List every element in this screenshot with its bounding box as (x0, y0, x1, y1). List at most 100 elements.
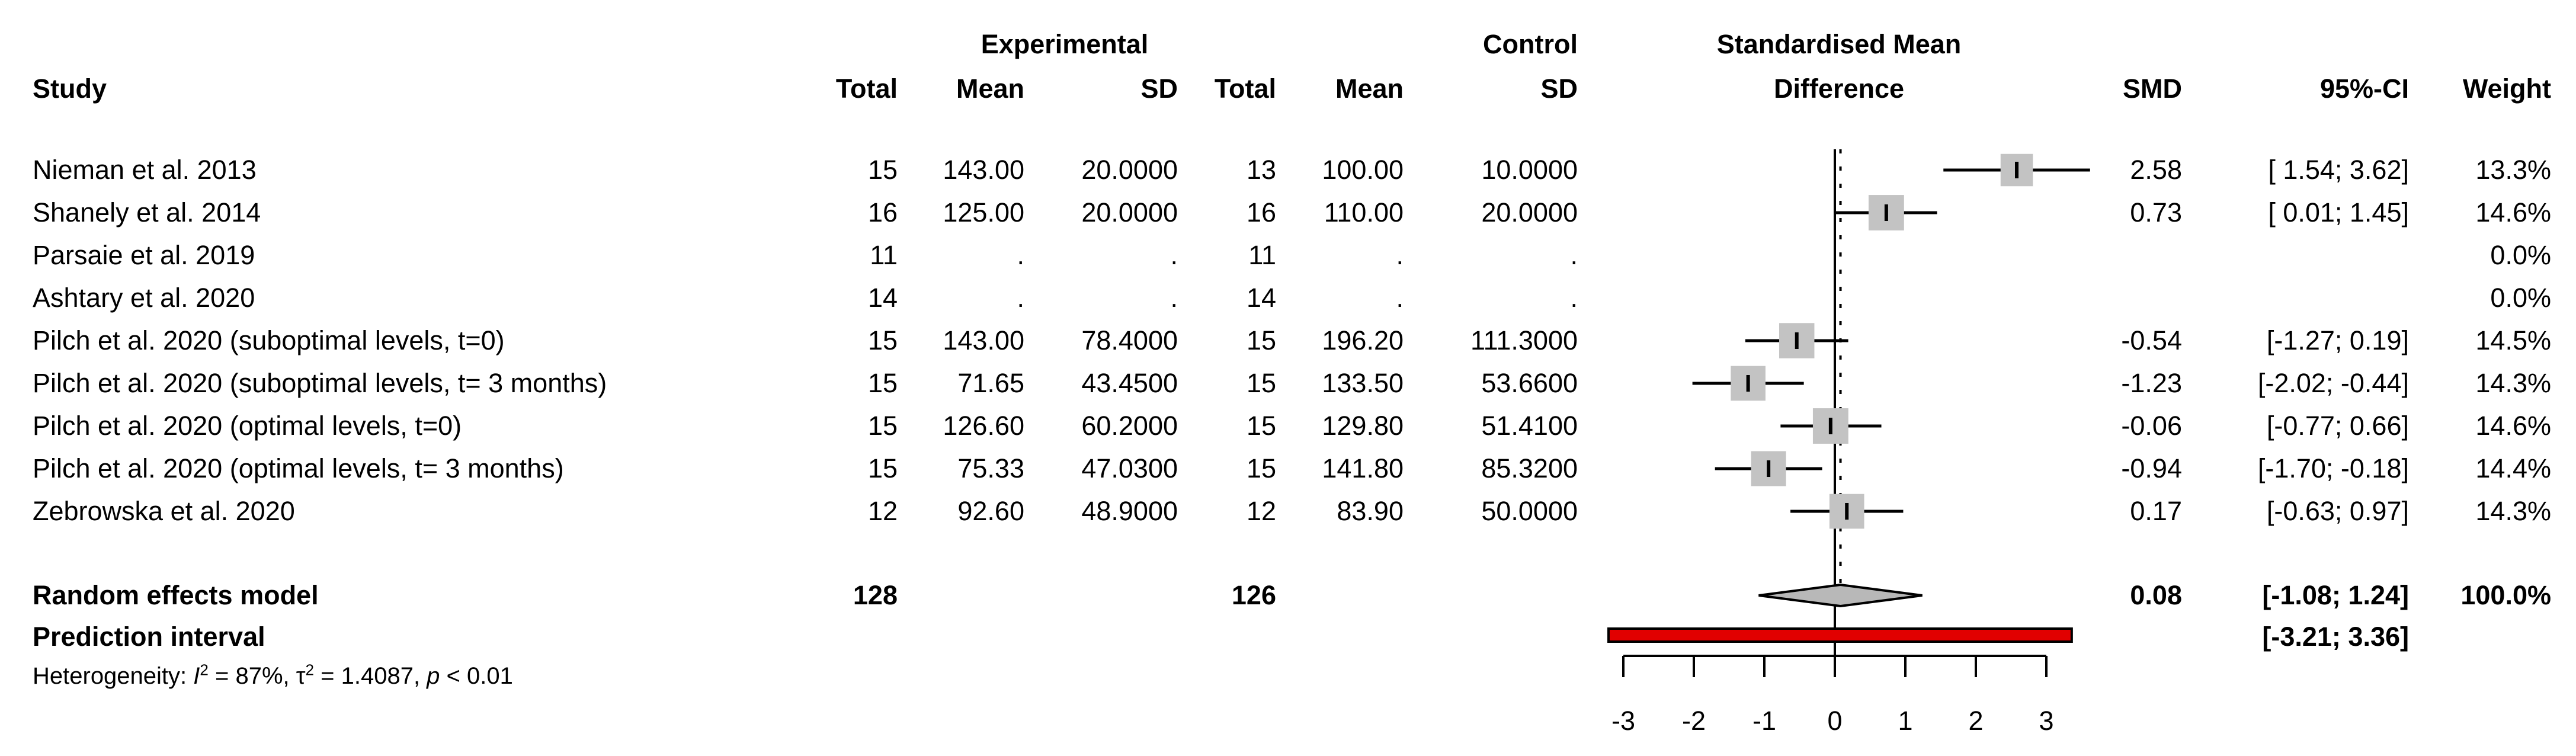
forest-plot-svg: -3 -2 -1 0 1 2 3 (1607, 149, 2090, 736)
ci-value: [-1.27; 0.19] (2266, 325, 2409, 355)
ctrl-sd-value: 85.3200 (1481, 453, 1578, 483)
study-label: Pilch et al. 2020 (optimal levels, t= 3 … (33, 453, 564, 483)
smd-value: -0.94 (2121, 453, 2182, 483)
ctrl-total-value: 16 (1246, 197, 1276, 228)
ci-value: [-1.70; -0.18] (2257, 453, 2409, 483)
study-label: Pilch et al. 2020 (suboptimal levels, t=… (33, 368, 607, 398)
ctrl-mean-value: 141.80 (1322, 453, 1404, 483)
summary-ci: [-1.08; 1.24] (2262, 580, 2409, 610)
exp-mean-value: . (1017, 240, 1024, 270)
study-label: Nieman et al. 2013 (33, 155, 257, 185)
exp-total-value: 15 (867, 453, 898, 483)
ctrl-sd-value: 10.0000 (1481, 155, 1578, 185)
ctrl-mean-value: 196.20 (1322, 325, 1404, 355)
x-axis-tick-label: -3 (1611, 706, 1635, 736)
ctrl-sd-value: 51.4100 (1481, 411, 1578, 441)
exp-total-value: 15 (867, 325, 898, 355)
column-header-ci: 95%-CI (2319, 73, 2409, 104)
summary-exp-total: 128 (853, 580, 898, 610)
study-label: Ashtary et al. 2020 (33, 283, 255, 313)
exp-sd-value: 20.0000 (1081, 197, 1178, 228)
exp-total-value: 15 (867, 411, 898, 441)
smd-value: -1.23 (2121, 368, 2182, 398)
column-header-ctrl-total: Total (1214, 73, 1276, 104)
exp-sd-value: 20.0000 (1081, 155, 1178, 185)
ctrl-mean-value: 110.00 (1324, 197, 1404, 228)
weight-value: 14.3% (2475, 496, 2551, 526)
weight-value: 14.3% (2475, 368, 2551, 398)
p-symbol: p (427, 663, 440, 689)
exp-sd-value: 47.0300 (1081, 453, 1178, 483)
exp-mean-value: . (1017, 283, 1024, 313)
x-axis-tick-label: 0 (1827, 706, 1842, 736)
weight-value: 14.6% (2475, 197, 2551, 228)
smd-value: 2.58 (2130, 155, 2182, 185)
prediction-interval-ci: [-3.21; 3.36] (2262, 622, 2409, 652)
i-squared-symbol: I (193, 663, 200, 689)
summary-smd: 0.08 (2130, 580, 2182, 610)
exp-mean-value: 126.60 (943, 411, 1024, 441)
ctrl-mean-value: . (1396, 240, 1404, 270)
exp-sd-value: . (1170, 283, 1178, 313)
column-header-study: Study (33, 73, 107, 104)
heterogeneity-note: Heterogeneity: I2 = 87%, τ2 = 1.4087, p … (33, 655, 513, 697)
weight-value: 14.6% (2475, 411, 2551, 441)
group-header-control: Control (1483, 29, 1578, 59)
column-header-exp-mean: Mean (956, 73, 1024, 104)
weight-value: 14.5% (2475, 325, 2551, 355)
x-axis-tick-label: -1 (1752, 706, 1776, 736)
exp-total-value: 15 (867, 368, 898, 398)
exp-mean-value: 75.33 (957, 453, 1024, 483)
exp-mean-value: 143.00 (943, 155, 1024, 185)
ctrl-sd-value: 20.0000 (1481, 197, 1578, 228)
ci-value: [ 0.01; 1.45] (2268, 197, 2409, 228)
prediction-interval-label: Prediction interval (33, 622, 265, 652)
exp-sd-value: 43.4500 (1081, 368, 1178, 398)
summary-label: Random effects model (33, 580, 319, 610)
weight-value: 14.4% (2475, 453, 2551, 483)
ctrl-total-value: 13 (1246, 155, 1276, 185)
smd-value: 0.17 (2130, 496, 2182, 526)
study-label: Parsaie et al. 2019 (33, 240, 255, 270)
ctrl-sd-value: 50.0000 (1481, 496, 1578, 526)
weight-value: 0.0% (2490, 283, 2551, 313)
summary-diamond (1758, 583, 1923, 608)
ctrl-mean-value: 83.90 (1337, 496, 1404, 526)
weight-value: 0.0% (2490, 240, 2551, 270)
ci-value: [ 1.54; 3.62] (2268, 155, 2409, 185)
ci-value: [-0.77; 0.66] (2266, 411, 2409, 441)
exp-mean-value: 92.60 (957, 496, 1024, 526)
heterogeneity-prefix: Heterogeneity: (33, 663, 194, 689)
column-header-weight: Weight (2462, 73, 2551, 104)
exp-mean-value: 71.65 (957, 368, 1024, 398)
ctrl-mean-value: 100.00 (1322, 155, 1404, 185)
ctrl-sd-value: 53.6600 (1481, 368, 1578, 398)
heterogeneity-mid2: = 1.4087, (314, 663, 427, 689)
ctrl-sd-value: 111.3000 (1470, 325, 1578, 355)
heterogeneity-mid1: = 87%, τ (208, 663, 306, 689)
smd-value: -0.54 (2121, 325, 2182, 355)
ctrl-sd-value: . (1570, 240, 1578, 270)
group-header-experimental: Experimental (981, 29, 1149, 59)
effect-header-line1: Standardised Mean (1716, 29, 1962, 59)
ctrl-total-value: 15 (1246, 453, 1276, 483)
x-axis-tick-label: 1 (1898, 706, 1912, 736)
ctrl-sd-value: . (1570, 283, 1578, 313)
ctrl-total-value: 15 (1246, 325, 1276, 355)
ctrl-total-value: 15 (1246, 411, 1276, 441)
weight-value: 13.3% (2475, 155, 2551, 185)
ctrl-mean-value: . (1396, 283, 1404, 313)
ctrl-total-value: 11 (1248, 240, 1276, 270)
exp-total-value: 12 (867, 496, 898, 526)
exp-total-value: 11 (870, 240, 898, 270)
effect-header-line2: Difference (1773, 73, 1905, 104)
ctrl-total-value: 14 (1246, 283, 1276, 313)
study-label: Pilch et al. 2020 (suboptimal levels, t=… (33, 325, 505, 355)
exp-mean-value: 143.00 (943, 325, 1024, 355)
smd-value: 0.73 (2130, 197, 2182, 228)
prediction-interval-bar (1607, 627, 2073, 643)
ctrl-total-value: 12 (1246, 496, 1276, 526)
exp-sd-value: 48.9000 (1081, 496, 1178, 526)
summary-weight: 100.0% (2460, 580, 2551, 610)
summary-ctrl-total: 126 (1231, 580, 1276, 610)
